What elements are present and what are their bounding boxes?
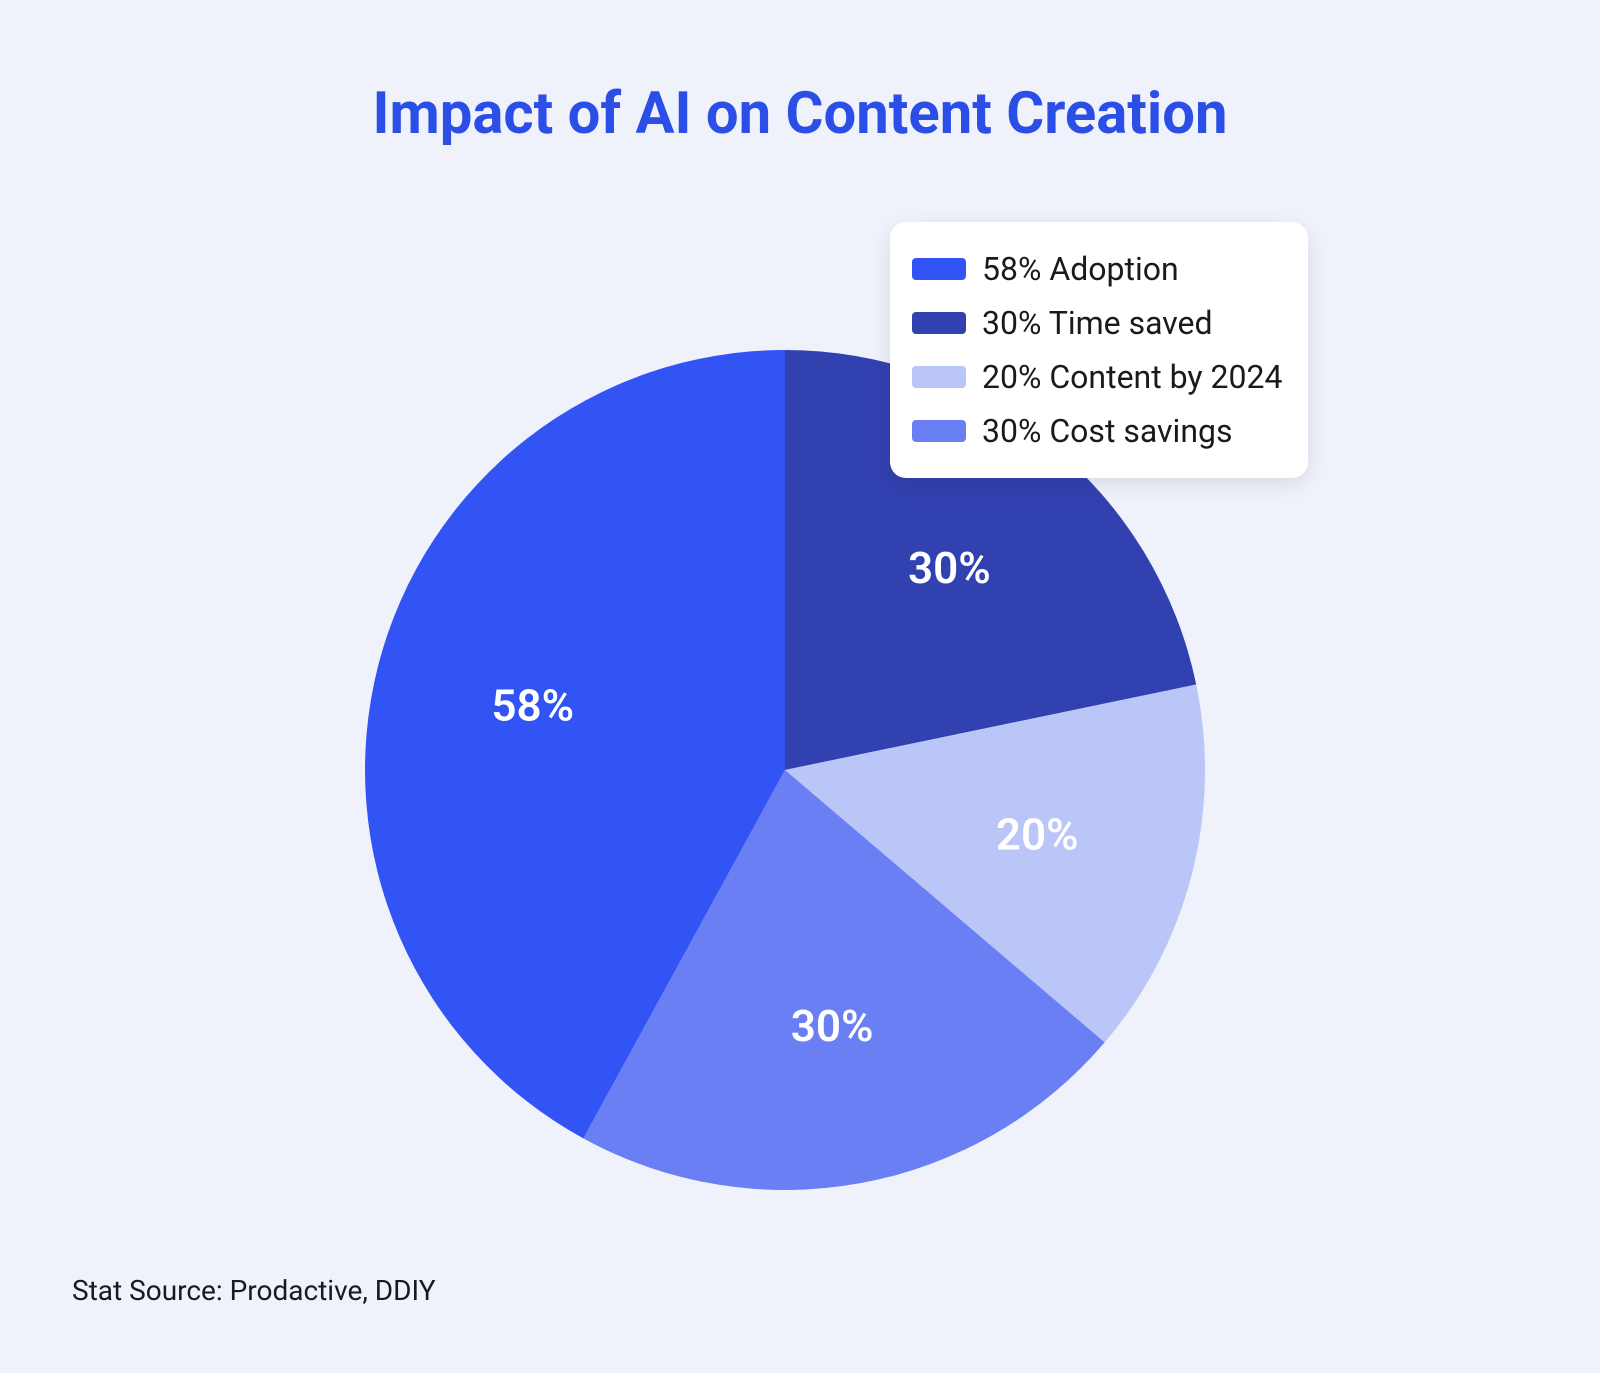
legend-swatch [912, 258, 966, 280]
legend-label: 30% Cost savings [982, 412, 1232, 450]
slice-label: 58% [491, 679, 574, 731]
legend-swatch [912, 366, 966, 388]
chart-card: Impact of AI on Content Creation 30% 20% 3… [0, 0, 1600, 1373]
legend-swatch [912, 420, 966, 442]
legend-label: 58% Adoption [982, 250, 1179, 288]
slice-label: 30% [908, 542, 991, 594]
slice-label: 20% [996, 809, 1079, 861]
source-text: Stat Source: Prodactive, DDIY [72, 1274, 436, 1307]
legend-item: 58% Adoption [912, 242, 1282, 296]
slice-label: 30% [791, 1000, 874, 1052]
legend-item: 30% Cost savings [912, 404, 1282, 458]
chart-title: Impact of AI on Content Creation [0, 80, 1600, 148]
legend-item: 20% Content by 2024 [912, 350, 1282, 404]
legend-label: 20% Content by 2024 [982, 358, 1282, 396]
legend-label: 30% Time saved [982, 304, 1213, 342]
legend: 58% Adoption 30% Time saved 20% Content by… [890, 222, 1308, 478]
legend-item: 30% Time saved [912, 296, 1282, 350]
legend-swatch [912, 312, 966, 334]
